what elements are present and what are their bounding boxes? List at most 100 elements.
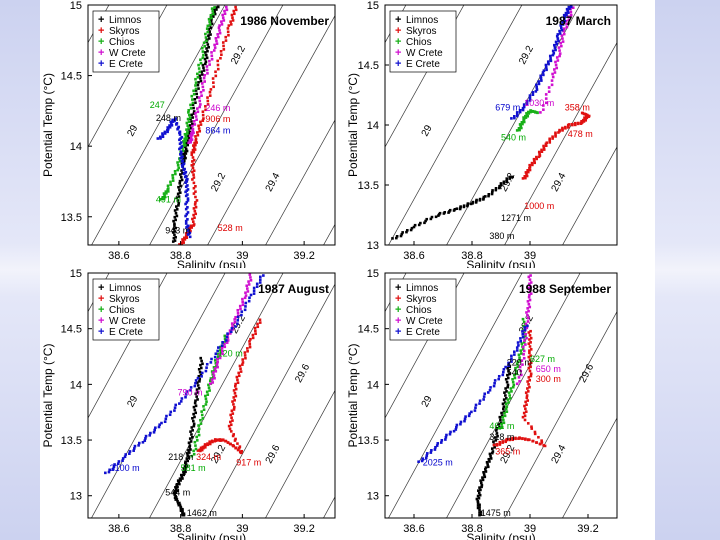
x-tick-label: 39 xyxy=(524,523,536,535)
data-point xyxy=(223,334,227,338)
data-point xyxy=(503,391,506,394)
data-point xyxy=(201,445,205,449)
data-point xyxy=(217,346,220,349)
legend-entry: Skyros xyxy=(406,26,437,37)
data-point xyxy=(528,369,532,373)
data-point xyxy=(248,273,252,276)
data-point xyxy=(518,365,522,369)
data-point xyxy=(186,459,190,463)
legend-marker: + xyxy=(395,326,401,338)
data-point xyxy=(179,184,182,188)
data-point xyxy=(497,377,500,381)
data-point xyxy=(185,200,189,204)
data-point xyxy=(209,13,213,17)
data-point xyxy=(171,118,174,122)
data-point xyxy=(170,122,173,125)
data-point xyxy=(236,322,239,326)
data-point xyxy=(185,178,188,182)
data-point xyxy=(206,30,210,34)
data-point xyxy=(171,231,175,234)
data-point xyxy=(555,56,559,59)
legend-entry: Chios xyxy=(406,305,432,316)
data-point xyxy=(187,134,190,138)
data-point xyxy=(587,114,591,118)
legend-entry: E Crete xyxy=(109,59,143,70)
depth-annotation: 246 m xyxy=(205,103,230,113)
data-point xyxy=(194,411,198,415)
data-point xyxy=(185,121,189,125)
data-point xyxy=(164,417,168,421)
data-point xyxy=(508,372,511,376)
series-limnos xyxy=(172,356,204,517)
data-point xyxy=(181,165,184,169)
data-point xyxy=(218,345,222,349)
data-point xyxy=(583,116,586,119)
y-tick-label: 13 xyxy=(70,491,82,503)
data-point xyxy=(216,365,219,369)
data-point xyxy=(511,380,515,384)
data-point xyxy=(173,169,177,173)
data-point xyxy=(216,352,220,356)
data-point xyxy=(197,81,200,84)
data-point xyxy=(176,161,179,164)
data-point xyxy=(521,363,524,366)
data-point xyxy=(193,440,197,444)
data-point xyxy=(544,63,548,67)
data-point xyxy=(551,75,555,79)
x-tick-label: 39 xyxy=(524,250,536,262)
data-point xyxy=(200,46,204,50)
data-point xyxy=(533,430,537,434)
data-point xyxy=(204,108,207,112)
data-point xyxy=(522,116,525,119)
data-point xyxy=(523,414,527,418)
data-point xyxy=(517,127,521,130)
data-point xyxy=(229,330,233,334)
data-point xyxy=(210,378,214,381)
legend-entry: W Crete xyxy=(406,48,443,59)
data-point xyxy=(218,438,222,441)
isopycnal-line xyxy=(0,253,4,528)
data-point xyxy=(175,498,179,501)
data-point xyxy=(474,406,477,410)
data-point xyxy=(526,307,529,310)
data-point xyxy=(247,299,251,303)
isopycnal-line xyxy=(207,14,335,245)
data-point xyxy=(200,375,203,378)
data-point xyxy=(244,294,248,297)
data-point xyxy=(532,157,536,161)
data-point xyxy=(178,142,182,146)
data-point xyxy=(216,5,220,9)
data-point xyxy=(554,60,557,64)
data-point xyxy=(493,446,496,449)
data-point xyxy=(537,80,540,83)
data-point xyxy=(529,285,532,288)
data-point xyxy=(492,440,495,443)
data-point xyxy=(169,120,173,124)
data-point xyxy=(116,462,120,466)
data-point xyxy=(197,127,201,130)
data-point xyxy=(491,450,495,453)
data-point xyxy=(516,365,520,369)
data-point xyxy=(506,398,510,401)
data-point xyxy=(170,124,174,127)
data-point xyxy=(178,131,181,135)
data-point xyxy=(513,373,516,377)
data-point xyxy=(196,398,199,401)
data-point xyxy=(200,73,204,76)
data-point xyxy=(489,386,492,389)
data-point xyxy=(232,396,236,399)
data-point xyxy=(185,141,189,145)
data-point xyxy=(527,112,531,115)
data-point xyxy=(195,199,199,202)
data-point xyxy=(497,374,501,378)
isopycnal-line xyxy=(149,5,284,245)
data-point xyxy=(225,341,229,344)
axes-frame xyxy=(87,272,336,519)
y-tick-label: 14 xyxy=(367,379,379,391)
data-point xyxy=(189,224,193,228)
data-point xyxy=(182,152,186,156)
data-point xyxy=(528,351,531,355)
data-point xyxy=(236,442,239,445)
data-point xyxy=(463,419,466,423)
data-point xyxy=(231,19,235,22)
